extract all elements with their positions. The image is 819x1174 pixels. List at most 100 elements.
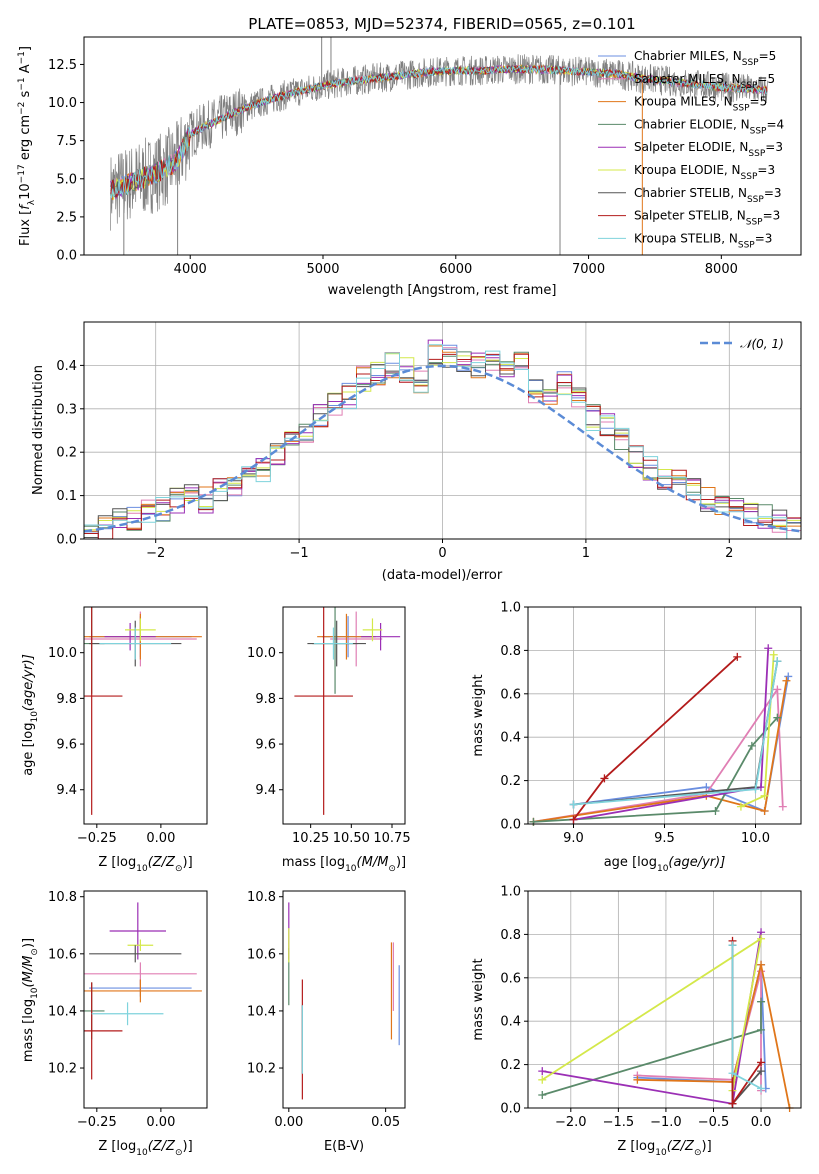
weight-point-marker [728, 1099, 737, 1108]
weight-point-marker [538, 1075, 547, 1084]
legend-entry: 𝒩(0, 1) [740, 337, 784, 351]
weight-point-marker [747, 741, 756, 750]
weight-point-marker [773, 685, 782, 694]
weight-series-line [637, 971, 762, 1091]
spectrum-data-line [110, 54, 769, 231]
weight-point-marker [633, 1075, 642, 1084]
spectrum-xtick-label: 5000 [306, 262, 339, 277]
weight-point-marker [733, 652, 742, 661]
weight-point-marker [784, 672, 793, 681]
mass_vs_Z-xtick-label: −0.25 [77, 1115, 117, 1130]
age_vs_mass-xtick-label: 10.50 [333, 831, 370, 846]
residuals-ytick-label: 0.4 [56, 359, 77, 374]
weight_vs_Z-ytick-label: 0.6 [500, 971, 521, 986]
residuals-xtick-label: 0 [438, 546, 446, 561]
weight_vs_age-ytick-label: 0.0 [500, 818, 521, 833]
residuals-hist-series [84, 352, 801, 539]
weight_vs_Z-ytick-label: 1.0 [500, 885, 521, 900]
mass_vs_EBV-ytick-label: 10.4 [247, 1004, 276, 1019]
spectrum-model-line [110, 64, 768, 199]
weight-point-marker [769, 650, 778, 659]
weight_vs_Z-xtick-label: −0.5 [698, 1115, 730, 1130]
residuals-xtick-label: −2 [146, 546, 165, 561]
weight_vs_age-ytick-label: 1.0 [500, 601, 521, 616]
age_vs_mass-panel: 10.25 10.50 10.75 9.4 9.6 9.8 10.0 mass [log10(… [247, 606, 411, 874]
weight-point-marker [760, 806, 769, 815]
mass_vs_EBV-xtick-label: 0.05 [371, 1115, 400, 1130]
residuals-xtick-label: 2 [725, 546, 733, 561]
weight-point-marker [760, 791, 769, 800]
mass_vs_EBV-ytick-label: 10.2 [247, 1062, 276, 1077]
mass_vs_EBV-xtick-label: 0.00 [274, 1115, 303, 1130]
spectrum-xtick-label: 4000 [174, 262, 207, 277]
residuals-ytick-label: 0.0 [56, 533, 77, 548]
mass_vs_Z-ytick-label: 10.6 [48, 947, 77, 962]
weight-point-marker [757, 1058, 766, 1067]
weight_vs_Z-xtick-label: −1.5 [603, 1115, 635, 1130]
residuals-xtick-label: 1 [582, 546, 590, 561]
weight_vs_Z-ylabel: mass weight [471, 958, 486, 1040]
spectrum-xtick-label: 7000 [572, 262, 605, 277]
age_vs_mass-ytick-label: 9.8 [255, 692, 276, 707]
age_vs_mass-ytick-label: 10.0 [247, 646, 276, 661]
mass_vs_Z-panel: −0.25 0.00 10.2 10.4 10.6 10.8 Z [log10(Z/Z⊙)]… [21, 890, 208, 1158]
weight-point-marker [711, 806, 720, 815]
weight_vs_age-ytick-label: 0.2 [500, 774, 521, 789]
weight-point-marker [600, 774, 609, 783]
mass_vs_Z-xtick-label: 0.00 [146, 1115, 175, 1130]
weight-point-marker [736, 802, 745, 811]
mass_vs_Z-xlabel: Z [log10(Z/Z⊙)] [98, 1139, 192, 1158]
weight-point-marker [538, 1090, 547, 1099]
age_vs_mass-ytick-label: 9.6 [255, 738, 276, 753]
legend-entry: Chabrier ELODIE, NSSP=4 [634, 117, 784, 136]
weight-series-line [573, 648, 770, 821]
weight_vs_Z-xtick-label: −2.0 [555, 1115, 587, 1130]
residuals-xlabel: (data-model)/error [382, 568, 503, 583]
weight_vs_Z-ytick-label: 0.4 [500, 1015, 521, 1030]
weight_vs_Z-panel: −2.0 −1.5 −1.0 −0.5 0.0 0.0 0.2 0.4 0.6 0.8 1.0 Z [… [471, 885, 802, 1158]
mass_vs_EBV-ytick-label: 10.6 [247, 947, 276, 962]
residuals-ytick-label: 0.2 [56, 446, 77, 461]
weight-point-marker [751, 785, 760, 794]
legend-entry: Salpeter MILES, NSSP=5 [634, 72, 775, 91]
weight_vs_Z-xtick-label: 0.0 [751, 1115, 772, 1130]
residuals-ytick-label: 0.1 [56, 489, 77, 504]
weight-point-marker [773, 713, 782, 722]
age_vs_Z-ytick-label: 10.0 [48, 646, 77, 661]
spectrum-ytick-label: 5.0 [56, 172, 77, 187]
age_vs_Z-ytick-label: 9.6 [56, 738, 77, 753]
legend-entry: Kroupa ELODIE, NSSP=3 [634, 163, 775, 182]
age_vs_mass-ytick-label: 9.4 [255, 783, 276, 798]
weight_vs_age-ylabel: mass weight [471, 674, 486, 756]
residuals-ytick-label: 0.3 [56, 402, 77, 417]
age_vs_Z-frame [83, 606, 208, 825]
mass_vs_Z-ylabel: mass [log10(M/M⊙)] [21, 938, 40, 1062]
age_vs_mass-xtick-label: 10.25 [292, 831, 329, 846]
weight-point-marker [569, 815, 578, 824]
mass_vs_EBV-xlabel: E(B-V) [324, 1139, 364, 1154]
weight_vs_age-xlabel: age [log10(age/yr)] [604, 855, 726, 874]
weight_vs_age-ytick-label: 0.6 [500, 687, 521, 702]
weight_vs_Z-ytick-label: 0.0 [500, 1102, 521, 1117]
spectrum-title: PLATE=0853, MJD=52374, FIBERID=0565, z=0… [248, 15, 635, 33]
weight_vs_Z-ytick-label: 0.8 [500, 928, 521, 943]
weight_vs_age-panel: 9.0 9.5 10.0 0.0 0.2 0.4 0.6 0.8 1.0 age [log10(a… [471, 601, 802, 874]
weight-point-marker [538, 1067, 547, 1076]
residuals-ylabel: Normed distribution [31, 365, 46, 495]
normal-curve [84, 364, 801, 533]
weight-series-line [541, 936, 763, 1091]
weight_vs_age-frame [527, 606, 802, 825]
weight-point-marker [778, 802, 787, 811]
mass_vs_EBV-panel: 0.00 0.05 10.2 10.4 10.6 10.8 E(B-V) [247, 890, 406, 1154]
legend-entry: Salpeter ELODIE, NSSP=3 [634, 140, 783, 159]
weight-series-line [533, 680, 788, 823]
age_vs_Z-xtick-label: 0.00 [146, 831, 175, 846]
spectrum-ytick-label: 2.5 [56, 210, 77, 225]
weight_vs_age-xtick-label: 9.0 [563, 831, 584, 846]
residuals-xtick-label: −1 [290, 546, 309, 561]
age_vs_Z-panel: −0.25 0.00 9.4 9.6 9.8 10.0 Z [log10(Z/Z⊙)] age… [21, 606, 208, 874]
spectrum-ytick-label: 10.0 [48, 96, 77, 111]
legend-entry: Kroupa MILES, NSSP=5 [634, 95, 767, 114]
weight-point-marker [757, 997, 766, 1006]
